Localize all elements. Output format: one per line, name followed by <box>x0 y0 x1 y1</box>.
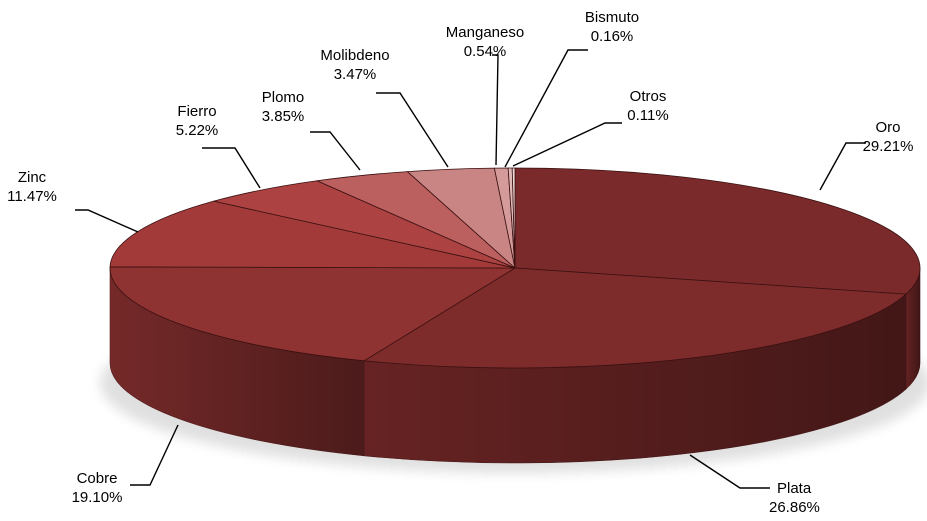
slice-label-otros: Otros <box>630 88 667 105</box>
leader-line-fierro <box>202 147 261 189</box>
leader-line-zinc <box>75 209 139 233</box>
slice-label-plata: Plata <box>777 480 812 497</box>
slice-label-bismuto: Bismuto <box>585 9 639 26</box>
slice-value-molibdeno: 3.47% <box>334 66 377 83</box>
slice-label-molibdeno: Molibdeno <box>320 47 389 64</box>
leader-line-manganeso <box>492 54 499 166</box>
leader-line-oro <box>819 142 866 191</box>
pie-slice-side-shade-oro <box>905 268 921 390</box>
slice-value-otros: 0.11% <box>627 107 668 124</box>
leader-line-bismuto <box>504 49 588 168</box>
slice-label-fierro: Fierro <box>177 103 216 120</box>
pie-slice-plata <box>363 267 907 369</box>
slice-value-fierro: 5.22% <box>176 122 219 139</box>
slice-value-oro: 29.21% <box>863 138 914 155</box>
leader-line-molibdeno <box>376 92 449 168</box>
leader-line-plata <box>689 454 770 489</box>
pie-slice-cobre <box>109 266 516 362</box>
slice-label-oro: Oro <box>875 119 900 136</box>
slice-label-zinc: Zinc <box>18 169 47 186</box>
pie-slice-side-shade-plata <box>364 294 906 464</box>
leader-line-otros <box>512 122 622 167</box>
pie-slice-side-shade-cobre <box>110 268 365 456</box>
slice-value-cobre: 19.10% <box>72 489 123 506</box>
slice-label-plomo: Plomo <box>262 89 305 106</box>
slice-value-plomo: 3.85% <box>262 108 305 125</box>
slice-label-manganeso: Manganeso <box>446 24 524 41</box>
slice-label-cobre: Cobre <box>77 470 118 487</box>
leader-line-cobre <box>130 424 179 486</box>
pie-slice-oro <box>514 167 921 295</box>
slice-value-zinc: 11.47% <box>7 188 57 205</box>
slice-value-plata: 26.86% <box>769 499 820 516</box>
slice-value-bismuto: 0.16% <box>591 28 634 45</box>
leader-line-plomo <box>310 131 361 171</box>
pie-slice-otros <box>511 167 516 269</box>
slice-value-manganeso: 0.54% <box>464 43 507 60</box>
